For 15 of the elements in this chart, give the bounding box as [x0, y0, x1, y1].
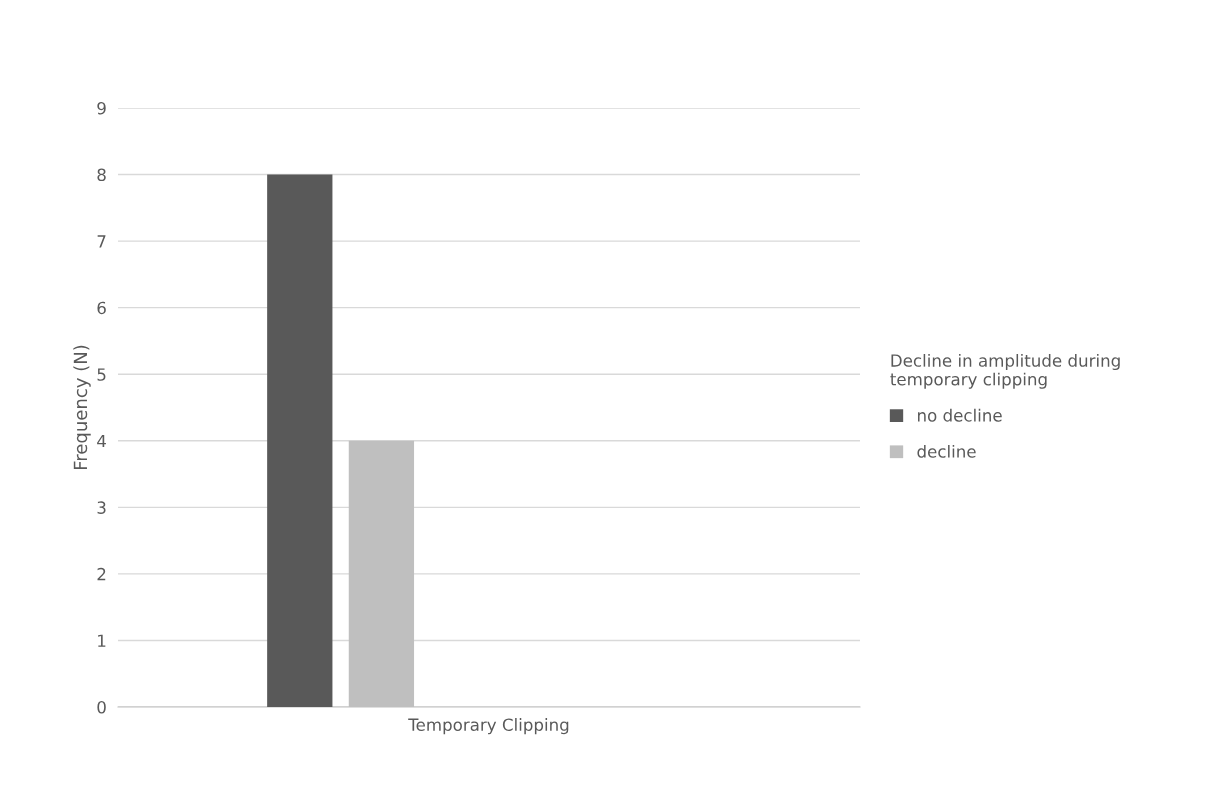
y-tick-label: 3	[97, 501, 106, 514]
y-tick-label: 2	[97, 567, 106, 581]
legend-title: Decline in amplitude during temporary clipping	[890, 353, 1120, 389]
y-tick-label: 4	[97, 434, 106, 448]
y-tick-label: 5	[97, 368, 106, 381]
y-tick-label: 6	[97, 301, 106, 315]
y-tick-label: 7	[97, 235, 106, 248]
y-tick-label: 1	[98, 634, 106, 647]
y-tick-label: 8	[97, 168, 106, 182]
legend-label: no decline	[918, 408, 1002, 422]
x-tick-label: Temporary Clipping	[408, 718, 569, 735]
y-tick-label: 0	[97, 700, 106, 714]
y-axis-title: Frequency (N)	[73, 345, 91, 470]
y-tick-label: 9	[97, 101, 106, 115]
legend-label: decline	[917, 444, 976, 458]
